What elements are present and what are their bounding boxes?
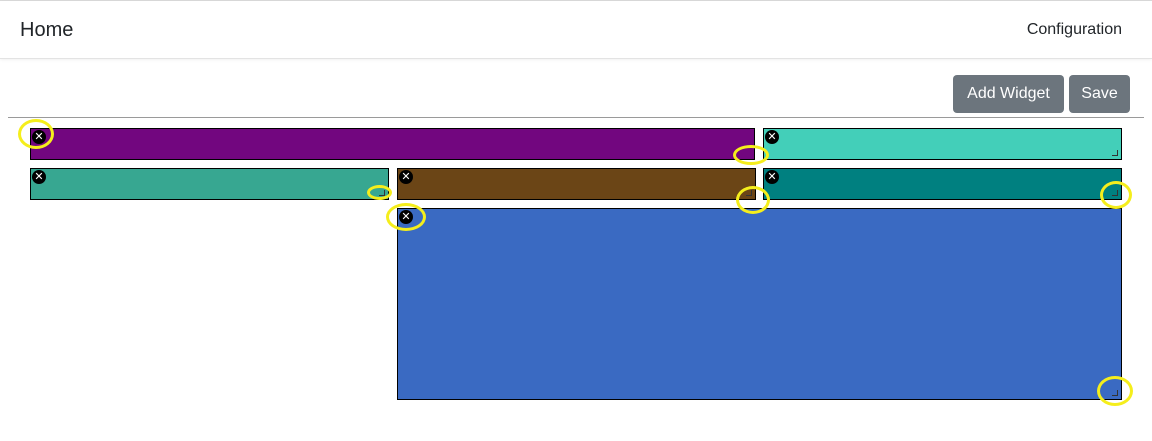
close-icon[interactable]: ✕ <box>32 130 46 144</box>
resize-handle-icon[interactable] <box>1112 190 1118 196</box>
close-icon[interactable]: ✕ <box>32 170 46 184</box>
close-icon[interactable]: ✕ <box>399 210 413 224</box>
brand-home-link[interactable]: Home <box>20 19 74 41</box>
widget-blue[interactable]: ✕ <box>397 208 1122 400</box>
resize-handle-icon[interactable] <box>1112 390 1118 396</box>
resize-handle-icon[interactable] <box>746 190 752 196</box>
widget-aqua[interactable]: ✕ <box>763 128 1122 160</box>
save-button[interactable]: Save <box>1069 75 1130 113</box>
configuration-link[interactable]: Configuration <box>1026 21 1122 38</box>
top-border <box>0 0 1152 1</box>
close-icon[interactable]: ✕ <box>765 170 779 184</box>
resize-handle-icon[interactable] <box>1112 150 1118 156</box>
widget-teal[interactable]: ✕ <box>763 168 1122 200</box>
divider <box>8 117 1144 118</box>
close-icon[interactable]: ✕ <box>765 130 779 144</box>
close-icon[interactable]: ✕ <box>399 170 413 184</box>
navbar: Home Configuration <box>0 1 1152 59</box>
add-widget-button[interactable]: Add Widget <box>953 75 1064 113</box>
resize-handle-icon[interactable] <box>379 190 385 196</box>
widget-purple[interactable]: ✕ <box>30 128 755 160</box>
widget-brown[interactable]: ✕ <box>397 168 756 200</box>
widget-seagreen[interactable]: ✕ <box>30 168 389 200</box>
